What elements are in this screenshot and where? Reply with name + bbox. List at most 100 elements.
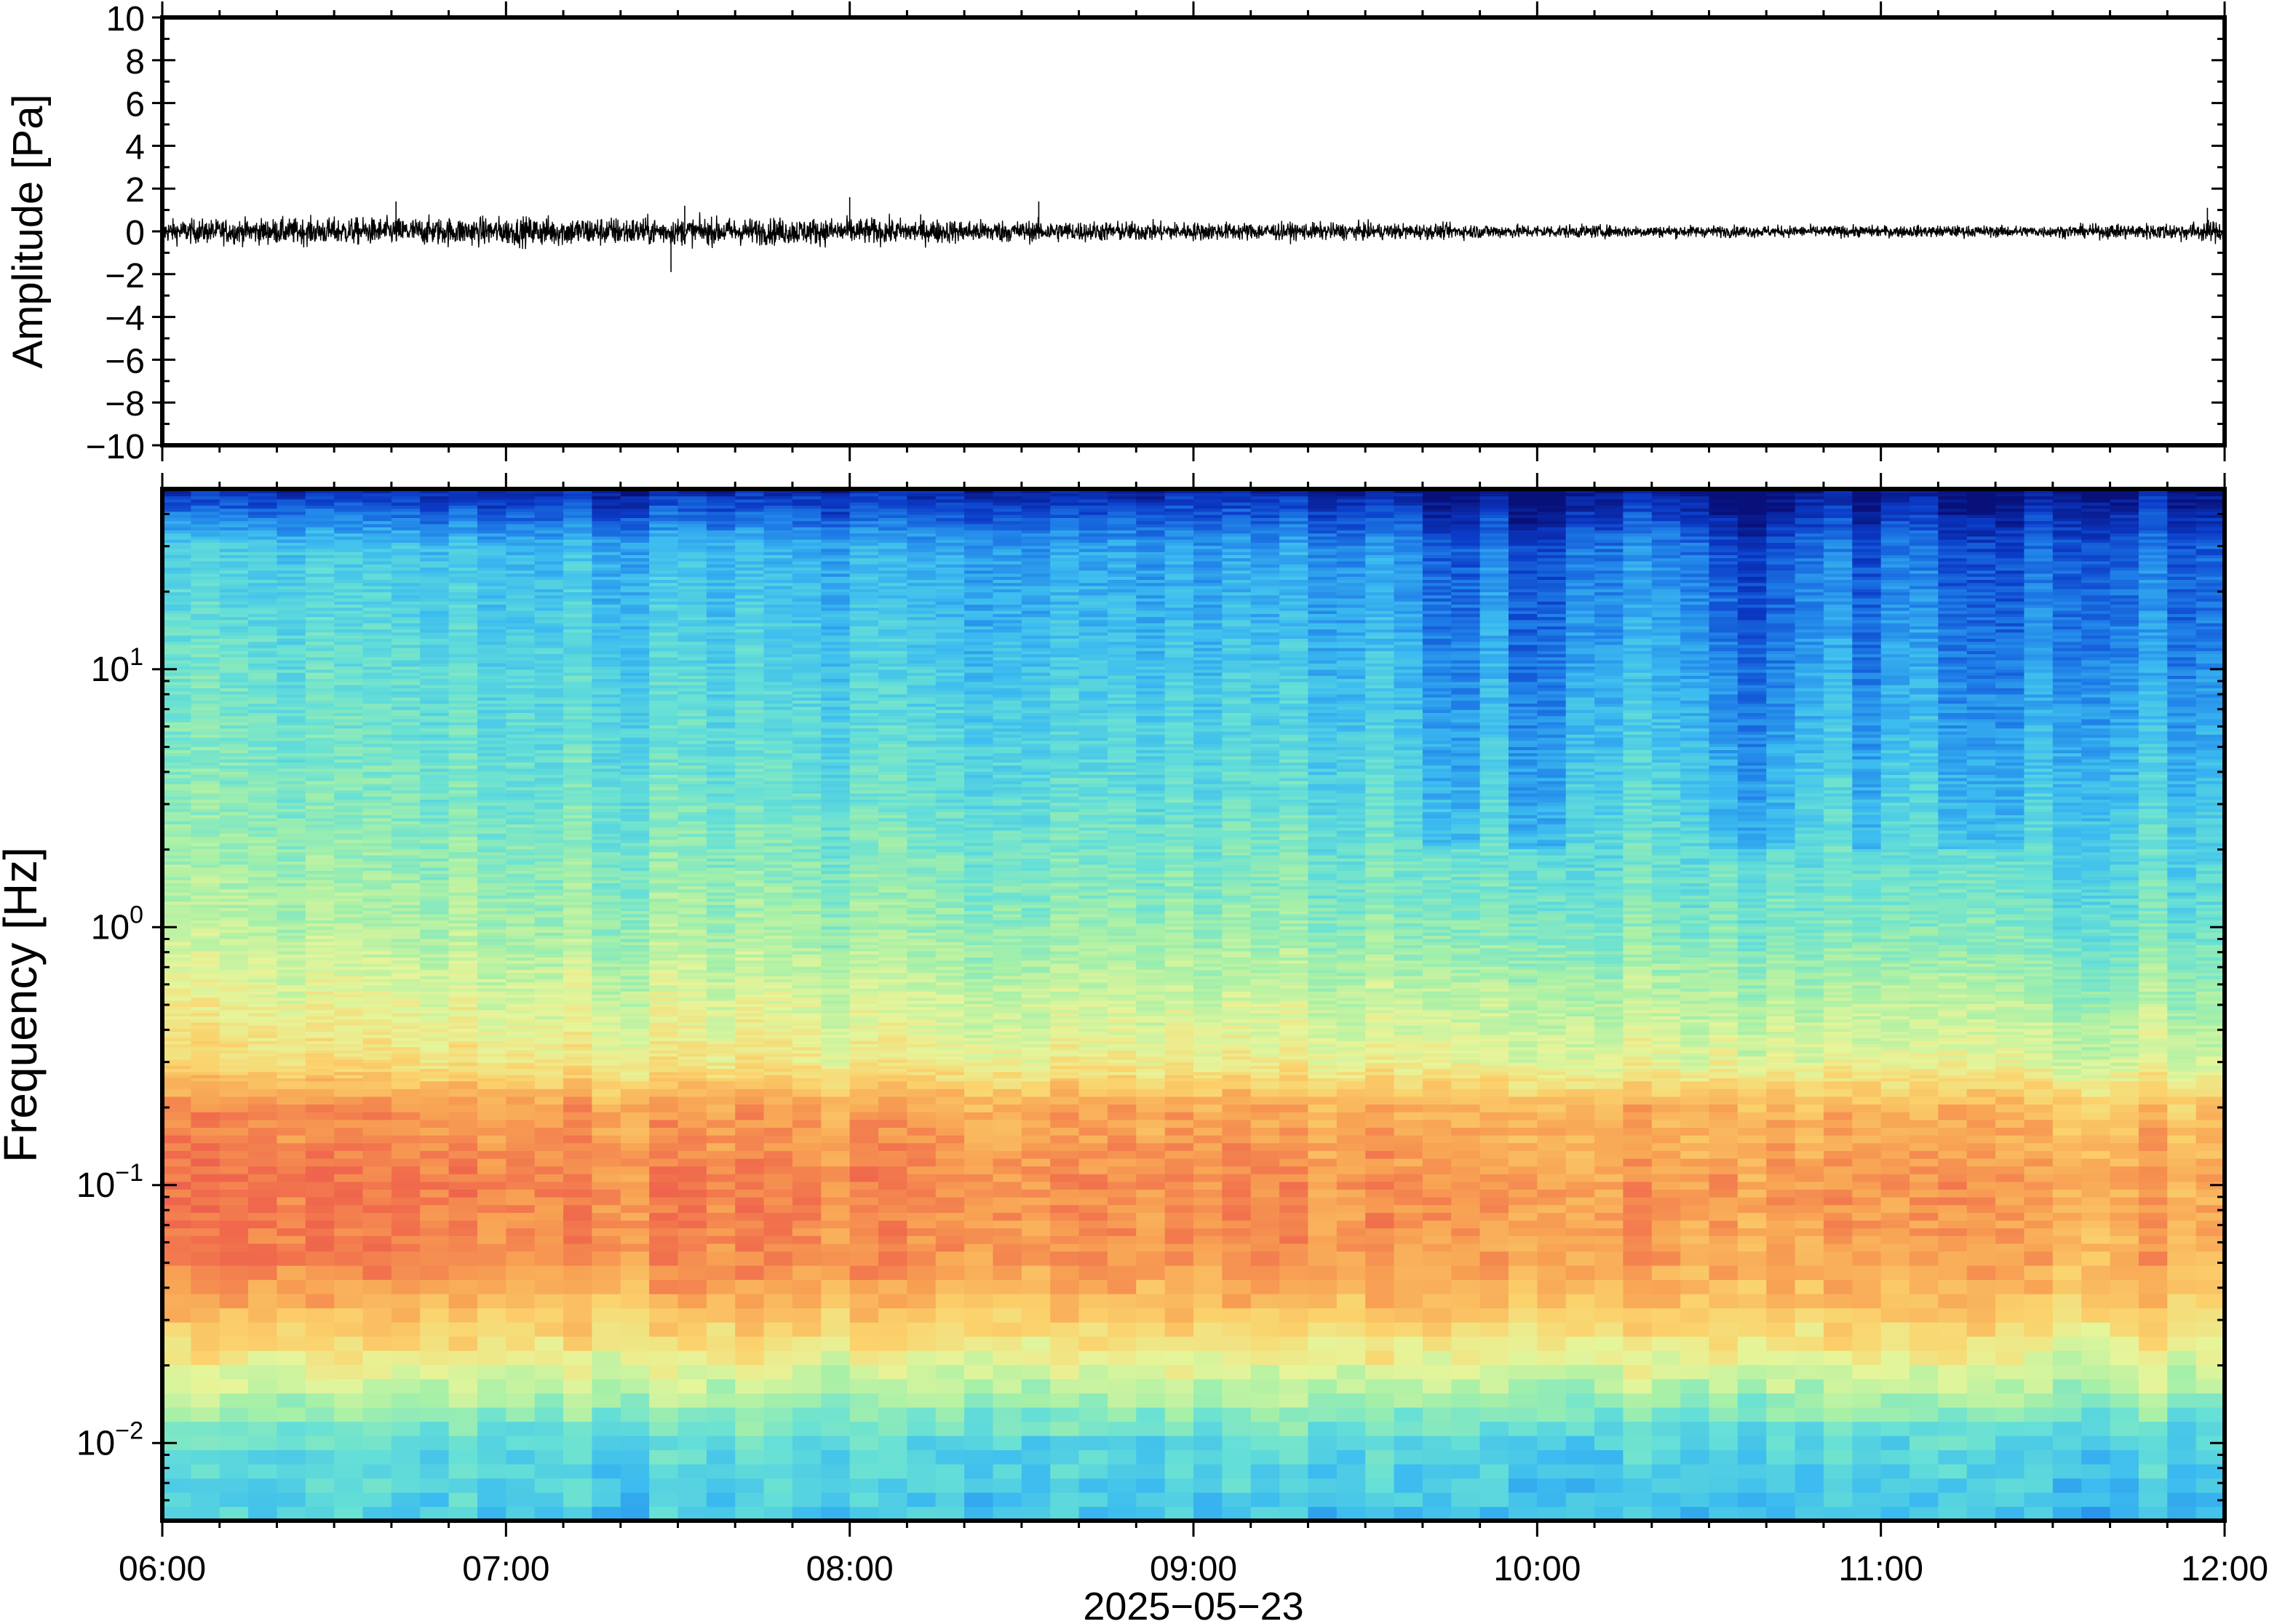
spectrogram-cell	[248, 592, 278, 596]
spectrogram-cell	[649, 1197, 679, 1206]
spectrogram-cell	[248, 1040, 278, 1045]
spectrogram-cell	[191, 514, 220, 518]
spectrogram-cell	[735, 944, 765, 949]
spectrogram-cell	[735, 1142, 765, 1151]
spectrogram-cell	[620, 827, 650, 831]
spectrogram-cell	[706, 1421, 736, 1436]
spectrogram-cell	[420, 1038, 450, 1041]
spectrogram-cell	[649, 870, 679, 875]
spectrogram-cell	[219, 663, 249, 667]
spectrogram-cell	[649, 1265, 679, 1281]
spectrogram-cell	[305, 1142, 335, 1151]
spectrogram-cell	[735, 885, 765, 890]
spectrogram-cell	[534, 821, 564, 825]
spectrogram-cell	[735, 845, 765, 850]
spectrogram-cell	[391, 1307, 421, 1323]
spectrogram-cell	[391, 712, 421, 717]
spectrogram-cell	[191, 892, 220, 896]
spectrogram-cell	[162, 632, 191, 636]
spectrogram-cell	[706, 715, 736, 720]
spectrogram-cell	[248, 737, 278, 741]
spectrogram-cell	[735, 638, 765, 642]
spectrogram-cell	[334, 678, 364, 682]
spectrogram-cell	[620, 527, 650, 530]
spectrogram-cell	[277, 777, 306, 781]
spectrogram-cell	[162, 1197, 191, 1206]
spectrogram-cell	[219, 880, 249, 883]
spectrogram-cell	[362, 1307, 392, 1323]
spectrogram-cell	[362, 1478, 392, 1493]
spectrogram-cell	[248, 836, 278, 840]
spectrogram-cell	[305, 502, 335, 506]
spectrogram-cell	[592, 808, 621, 813]
spectrogram-cell	[448, 938, 478, 942]
spectrogram-cell	[677, 1227, 707, 1236]
spectrogram-cell	[162, 851, 191, 856]
spectrogram-cell	[162, 693, 191, 698]
spectrogram-cell	[162, 821, 191, 825]
spectrogram-cell	[677, 1379, 707, 1394]
spectrogram-cell	[191, 817, 220, 821]
spectrogram-cell	[506, 592, 536, 596]
spectrogram-cell	[677, 947, 707, 952]
spectrogram-cell	[191, 1204, 220, 1213]
spectrogram-cell	[677, 888, 707, 893]
spectrogram-cell	[477, 619, 506, 624]
spectrogram-cell	[735, 873, 765, 877]
spectrogram-cell	[649, 700, 679, 704]
spectrogram-cell	[477, 570, 506, 574]
spectrogram-cell	[706, 885, 736, 890]
spectrogram-cell	[620, 1181, 650, 1190]
spectrogram-cell	[420, 843, 450, 846]
spectrogram-cell	[534, 1393, 564, 1408]
spectrogram-cell	[706, 567, 736, 571]
spectrogram-cell	[563, 833, 593, 837]
spectrogram-cell	[534, 685, 564, 688]
spectrogram-cell	[248, 1464, 278, 1479]
spectrogram-cell	[534, 508, 564, 512]
spectrogram-cell	[248, 706, 278, 710]
spectrogram-cell	[248, 1022, 278, 1026]
spectrogram-cell	[677, 796, 707, 800]
spectrogram-cell	[277, 1016, 306, 1020]
spectrogram-cell	[506, 715, 536, 720]
spectrogram-cell	[649, 589, 679, 593]
spectrogram-cell	[649, 969, 679, 974]
spectrogram-cell	[620, 681, 650, 685]
spectrogram-cell	[277, 867, 306, 871]
spectrogram-cell	[391, 811, 421, 816]
spectrogram-cell	[277, 1393, 306, 1408]
spectrogram-cell	[706, 867, 736, 871]
spectrogram-cell	[735, 917, 765, 920]
spectrogram-cell	[248, 950, 278, 955]
spectrogram-cell	[420, 1012, 450, 1016]
spectrogram-cell	[706, 960, 736, 964]
spectrogram-cell	[334, 622, 364, 626]
spectrogram-cell	[563, 601, 593, 605]
spectrogram-cell	[534, 777, 564, 781]
spectrogram-cell	[334, 966, 364, 971]
spectrogram-cell	[277, 839, 306, 843]
spectrogram-cell	[219, 533, 249, 537]
spectrogram-cell	[677, 892, 707, 896]
spectrogram-cell	[334, 1053, 364, 1057]
spectrogram-cell	[420, 1043, 450, 1048]
spectrogram-cell	[391, 787, 421, 791]
spectrogram-cell	[391, 1364, 421, 1380]
spectrogram-cell	[420, 722, 450, 725]
spectrogram-cell	[677, 814, 707, 819]
spectrogram-cell	[563, 737, 593, 741]
spectrogram-cell	[420, 688, 450, 692]
spectrogram-cell	[649, 1119, 679, 1128]
spectrogram-cell	[448, 1068, 478, 1072]
spectrogram-cell	[362, 759, 392, 763]
spectrogram-cell	[334, 1350, 364, 1366]
spectrogram-cell	[362, 663, 392, 667]
spectrogram-cell	[592, 678, 621, 682]
spectrogram-cell	[506, 784, 536, 788]
spectrogram-cell	[334, 1307, 364, 1323]
spectrogram-cell	[592, 1135, 621, 1144]
spectrogram-cell	[248, 663, 278, 667]
spectrogram-cell	[706, 1050, 736, 1054]
spectrogram-cell	[506, 780, 536, 784]
